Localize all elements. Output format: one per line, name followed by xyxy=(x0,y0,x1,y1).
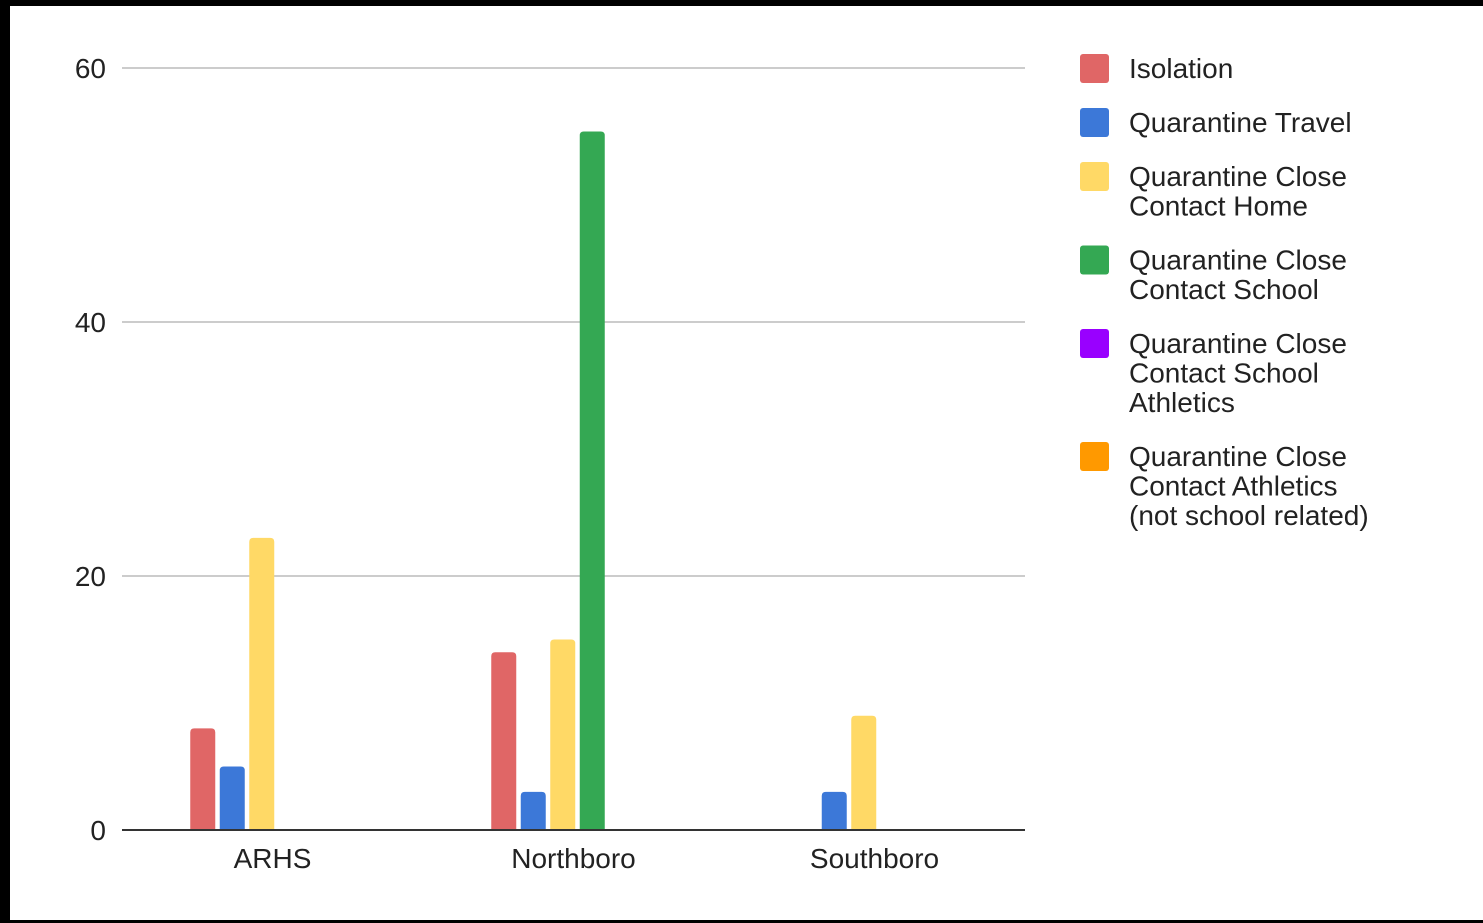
bar xyxy=(520,791,546,830)
y-tick-label: 0 xyxy=(90,815,106,846)
legend-label: Isolation xyxy=(1129,53,1233,84)
x-tick-label: ARHS xyxy=(234,843,312,874)
legend-label: Quarantine Travel xyxy=(1129,107,1352,138)
bar xyxy=(491,652,517,830)
bar xyxy=(219,766,245,830)
x-axis-ticks: ARHS Northboro Southboro xyxy=(234,843,940,874)
legend-label: Quarantine Close Contact Home xyxy=(1129,161,1347,222)
legend-swatch xyxy=(1080,162,1109,191)
legend: Isolation Quarantine Travel Quarantine Clo… xyxy=(1080,53,1369,531)
legend-label: Quarantine Close Contact School xyxy=(1129,245,1347,306)
legend-swatch xyxy=(1080,108,1109,137)
legend-swatch xyxy=(1080,54,1109,83)
bars xyxy=(190,131,877,830)
gridlines xyxy=(122,67,1025,577)
bar xyxy=(579,131,605,830)
legend-label: Quarantine Close Contact Athletics (not sc… xyxy=(1129,441,1369,531)
y-tick-label: 20 xyxy=(75,561,106,592)
bar xyxy=(851,715,877,830)
y-axis-ticks: 0 20 40 60 xyxy=(75,53,106,846)
legend-label: Quarantine Close Contact School Athletics xyxy=(1129,328,1347,418)
bar xyxy=(249,537,275,830)
legend-swatch xyxy=(1080,245,1109,275)
x-tick-label: Southboro xyxy=(810,843,939,874)
bar xyxy=(821,791,847,830)
y-tick-label: 40 xyxy=(75,307,106,338)
legend-swatch xyxy=(1080,329,1109,358)
bar xyxy=(190,728,216,830)
x-tick-label: Northboro xyxy=(511,843,636,874)
y-tick-label: 60 xyxy=(75,53,106,84)
bar xyxy=(550,639,576,830)
legend-swatch xyxy=(1080,442,1109,471)
